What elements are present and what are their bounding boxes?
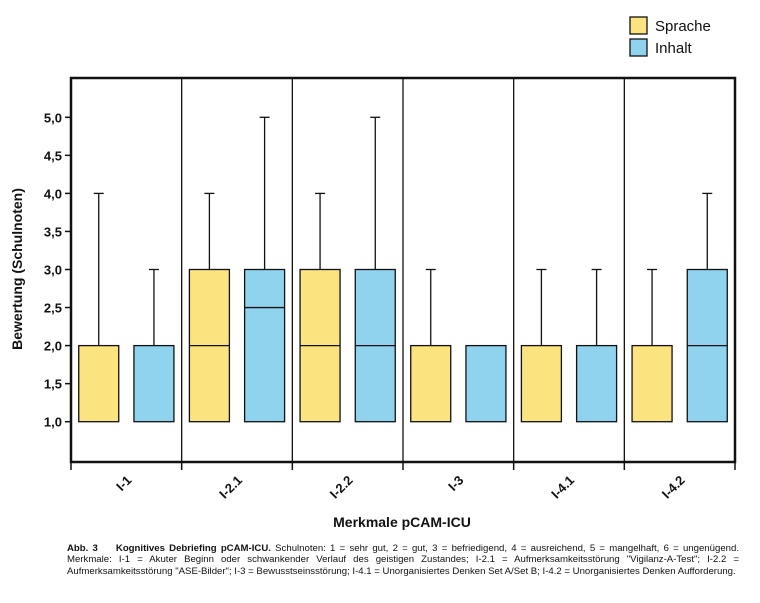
- y-tick-label: 4,5: [44, 148, 62, 163]
- box-sprache-I-1: [78, 192, 120, 423]
- caption-label: Abb. 3: [67, 543, 98, 554]
- x-axis-label: Merkmale pCAM-ICU: [333, 514, 471, 530]
- box: [520, 344, 563, 423]
- y-tick-label: 3,5: [44, 224, 62, 239]
- y-tick-label: 2,0: [44, 339, 62, 354]
- box-inhalt-I-4.2: [686, 192, 728, 423]
- box-inhalt-I-2.2: [354, 116, 396, 423]
- box: [410, 344, 452, 423]
- y-tick-label: 1,0: [44, 415, 62, 430]
- box: [575, 344, 618, 423]
- box: [243, 268, 286, 423]
- box-sprache-I-2.1: [188, 192, 231, 423]
- x-tick-label: I-1: [113, 473, 134, 494]
- box-sprache-I-4.2: [631, 268, 673, 423]
- legend-swatch: [629, 16, 648, 35]
- legend-label: Inhalt: [655, 40, 693, 57]
- plot-area: [78, 116, 728, 423]
- y-tick-label: 5,0: [44, 110, 62, 125]
- x-tick-label: I-4.1: [548, 473, 577, 502]
- legend-swatch: [629, 38, 648, 57]
- figure-caption: Abb. 3 Kognitives Debriefing pCAM-ICU. Sc…: [67, 543, 739, 577]
- y-tick-label: 4,0: [44, 186, 62, 201]
- x-tick-label: I-2.2: [327, 473, 356, 502]
- box-inhalt-I-3: [465, 344, 507, 423]
- y-tick-label: 3,0: [44, 263, 62, 278]
- legend-label: Sprache: [655, 18, 711, 35]
- y-tick-label: 1,5: [44, 377, 62, 392]
- y-axis-label: Bewertung (Schulnoten): [9, 188, 25, 350]
- box: [631, 344, 673, 423]
- caption-text: Schulnoten: 1 = sehr gut, 2 = gut, 3 = b…: [67, 543, 739, 577]
- x-tick-label: I-4.2: [659, 473, 688, 502]
- box-inhalt-I-1: [133, 268, 175, 423]
- caption-title: Kognitives Debriefing pCAM-ICU.: [115, 543, 271, 554]
- boxplot-chart: Sprache Inhalt 1,0 1,5 2,0 2,5 3,0 3,5 4,0 4,5 5,…: [9, 16, 737, 530]
- box-sprache-I-4.1: [520, 268, 563, 423]
- box: [78, 344, 120, 423]
- x-tick-label: I-2.1: [216, 473, 245, 502]
- box-inhalt-I-2.1: [243, 116, 286, 423]
- box-sprache-I-3: [410, 268, 452, 423]
- x-tick-label: I-3: [445, 473, 466, 494]
- legend: Sprache Inhalt: [629, 16, 711, 57]
- box-sprache-I-2.2: [299, 192, 341, 423]
- y-tick-label: 2,5: [44, 301, 62, 316]
- box: [465, 344, 507, 423]
- box: [133, 344, 175, 423]
- box-inhalt-I-4.1: [575, 268, 618, 423]
